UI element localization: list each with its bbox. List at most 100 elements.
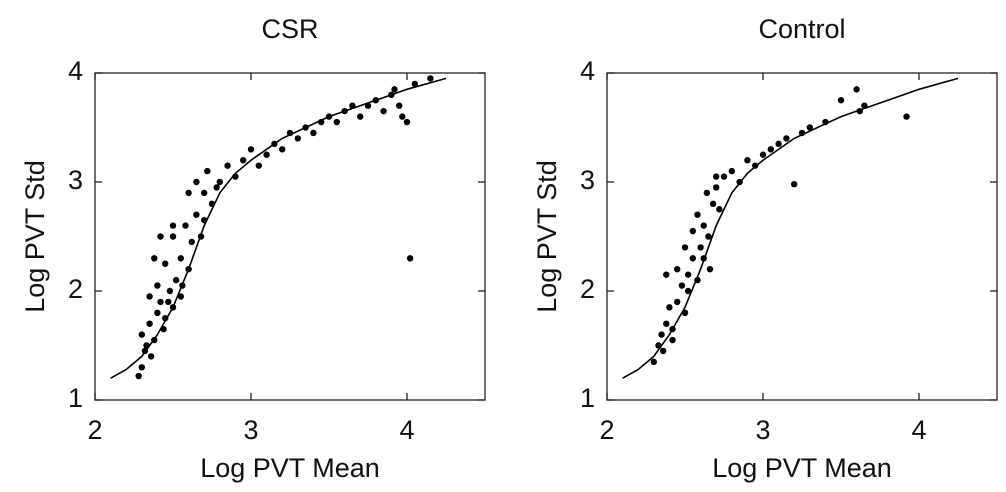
data-point bbox=[177, 255, 184, 262]
data-point bbox=[169, 304, 177, 311]
data-point bbox=[837, 97, 845, 104]
plot-frame bbox=[94, 72, 486, 401]
x-tick-label: 2 bbox=[87, 415, 102, 445]
data-point bbox=[143, 342, 150, 349]
data-point bbox=[157, 298, 164, 306]
data-point bbox=[388, 91, 395, 99]
data-point bbox=[349, 102, 356, 109]
data-point bbox=[247, 146, 255, 153]
data-point bbox=[658, 331, 665, 338]
data-point bbox=[193, 178, 200, 186]
y-tick-label: 1 bbox=[68, 383, 83, 413]
data-point bbox=[193, 211, 200, 218]
x-axis-label: Log PVT Mean bbox=[200, 453, 380, 483]
data-point bbox=[694, 211, 701, 218]
data-point bbox=[669, 325, 676, 333]
data-point bbox=[674, 266, 681, 273]
data-point bbox=[179, 282, 186, 289]
data-point bbox=[713, 173, 720, 180]
x-tick-label: 3 bbox=[243, 415, 258, 445]
data-point bbox=[271, 140, 278, 148]
y-axis-label: Log PVT Std bbox=[20, 160, 50, 313]
data-point bbox=[791, 180, 798, 188]
data-point bbox=[684, 287, 692, 295]
fit-line bbox=[110, 77, 447, 379]
data-point bbox=[705, 233, 712, 240]
data-point bbox=[294, 135, 301, 142]
data-point bbox=[255, 162, 262, 169]
x-tick-label: 4 bbox=[399, 415, 414, 445]
plot-frame bbox=[606, 72, 998, 401]
data-point bbox=[333, 118, 340, 126]
x-tick-label: 3 bbox=[755, 415, 770, 445]
data-point bbox=[391, 86, 398, 93]
y-tick-label: 1 bbox=[580, 383, 595, 413]
data-point bbox=[856, 107, 863, 115]
data-point bbox=[861, 102, 868, 109]
data-point bbox=[806, 124, 813, 131]
data-point bbox=[135, 372, 142, 380]
data-point bbox=[318, 118, 325, 126]
data-point bbox=[146, 320, 153, 327]
data-point bbox=[684, 271, 692, 278]
y-tick-label: 3 bbox=[68, 165, 83, 195]
data-point bbox=[678, 282, 686, 289]
y-axis-label: Log PVT Std bbox=[532, 160, 562, 313]
data-point bbox=[822, 118, 829, 126]
data-point bbox=[162, 315, 169, 322]
data-point bbox=[286, 129, 294, 137]
data-point bbox=[357, 113, 364, 120]
data-point bbox=[744, 157, 751, 164]
data-point bbox=[185, 189, 192, 197]
data-point bbox=[138, 364, 145, 371]
data-point bbox=[713, 184, 720, 191]
data-point bbox=[700, 222, 707, 229]
data-point bbox=[310, 129, 317, 137]
data-point bbox=[853, 86, 860, 93]
data-point bbox=[177, 293, 184, 300]
data-point bbox=[903, 113, 910, 120]
data-point bbox=[798, 129, 806, 137]
data-point bbox=[709, 200, 717, 207]
data-point bbox=[162, 260, 169, 267]
data-point bbox=[406, 255, 414, 262]
data-point bbox=[650, 358, 657, 366]
data-point bbox=[694, 276, 701, 284]
x-tick-label: 4 bbox=[911, 415, 926, 445]
y-tick-label: 3 bbox=[580, 165, 595, 195]
data-point bbox=[700, 255, 707, 262]
data-point bbox=[716, 206, 723, 213]
data-point bbox=[165, 298, 172, 306]
data-point bbox=[703, 189, 711, 197]
data-point bbox=[151, 255, 158, 262]
data-point bbox=[325, 113, 333, 120]
data-point bbox=[216, 178, 223, 186]
chart-title: Control bbox=[758, 14, 845, 44]
y-tick-label: 2 bbox=[580, 274, 595, 304]
data-point bbox=[666, 304, 673, 311]
data-point bbox=[157, 233, 164, 240]
data-point bbox=[138, 331, 145, 338]
data-point bbox=[663, 320, 670, 327]
data-point bbox=[783, 135, 790, 142]
data-point bbox=[141, 347, 149, 355]
data-point bbox=[263, 151, 270, 158]
data-point bbox=[208, 200, 216, 207]
data-point bbox=[720, 173, 728, 180]
data-point bbox=[706, 266, 714, 273]
y-tick-label: 4 bbox=[68, 56, 83, 86]
data-point bbox=[147, 353, 155, 360]
data-point bbox=[224, 162, 231, 169]
data-point bbox=[279, 146, 286, 153]
data-point bbox=[188, 238, 195, 246]
data-point bbox=[396, 102, 403, 109]
data-point bbox=[185, 266, 192, 273]
data-point bbox=[341, 107, 348, 115]
x-axis-label: Log PVT Mean bbox=[712, 453, 892, 483]
data-point bbox=[427, 75, 434, 82]
y-tick-label: 2 bbox=[68, 274, 83, 304]
data-point bbox=[663, 271, 670, 278]
data-point bbox=[154, 282, 161, 289]
data-point bbox=[151, 336, 158, 344]
